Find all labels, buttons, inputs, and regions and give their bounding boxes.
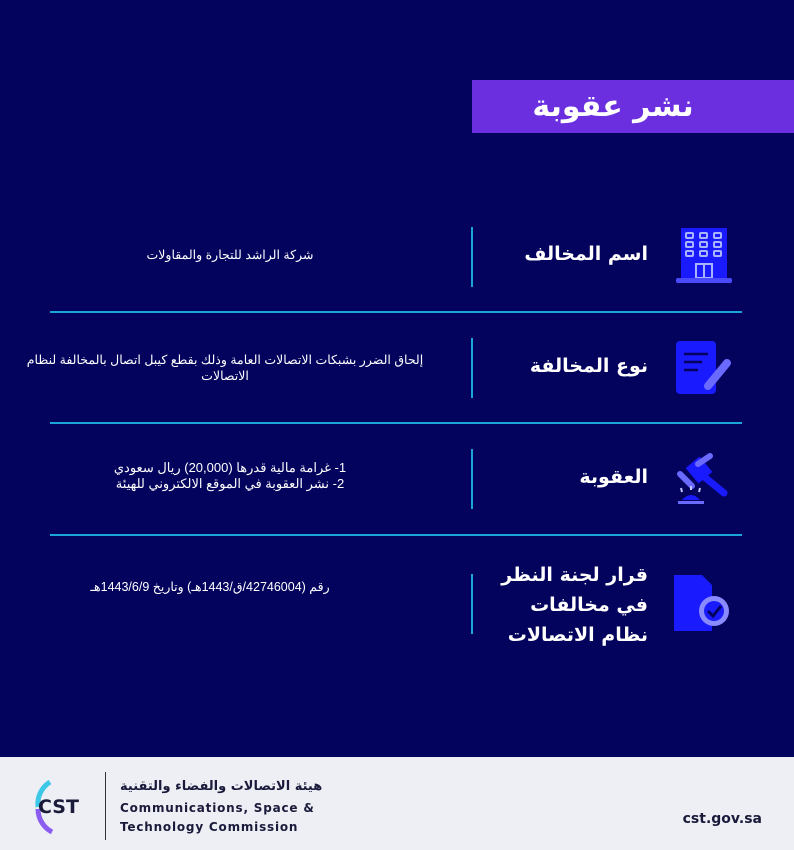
- value-committee-decision: رقم (42746004/ق/1443هـ) وتاريخ 1443/6/9ه…: [90, 580, 330, 594]
- value-penalty: 1- غرامة مالية قدرها (20,000) ريال سعودي…: [20, 460, 440, 492]
- org-name-line: Communications, Space &: [120, 801, 315, 815]
- website-link[interactable]: cst.gov.sa: [682, 811, 762, 827]
- page-title: نشر عقوبة: [532, 89, 694, 124]
- org-name-line: Technology Commission: [120, 820, 299, 834]
- row-divider: [50, 311, 742, 313]
- page-title-bar: نشر عقوبة: [472, 80, 794, 133]
- value-violator-name: شركة الراشد للتجارة والمقاولات: [146, 248, 314, 262]
- org-name-english: Communications, Space & Technology Commis…: [120, 799, 315, 837]
- building-icon: [676, 228, 732, 283]
- penalty-line-1: 1- غرامة مالية قدرها (20,000) ريال سعودي: [113, 460, 347, 475]
- certified-document-icon: [674, 575, 729, 631]
- label-line: قرار لجنة النظر: [501, 564, 648, 586]
- row-divider-vertical: [471, 449, 473, 509]
- row-divider: [50, 422, 742, 424]
- label-line: في مخالفات: [530, 594, 648, 616]
- logo-text: CST: [38, 796, 79, 818]
- value-violation-type: إلحاق الضرر بشبكات الاتصالات العامة وذلك…: [26, 353, 424, 383]
- row-divider: [50, 534, 742, 536]
- penalty-line-2: 2- نشر العقوبة في الموقع الالكتروني للهي…: [115, 476, 345, 491]
- row-divider-vertical: [471, 227, 473, 287]
- label-line: نظام الاتصالات: [507, 624, 648, 646]
- cst-logo: CST: [35, 779, 79, 835]
- label-penalty: العقوبة: [579, 466, 648, 488]
- label-violator-name: اسم المخالف: [524, 243, 648, 265]
- row-divider-vertical: [471, 338, 473, 398]
- document-edit-icon: [676, 341, 731, 394]
- footer: CST هيئة الاتصالات والفضاء والتقنية Comm…: [0, 757, 794, 850]
- label-violation-type: نوع المخالفة: [529, 355, 648, 377]
- label-committee-decision: قرار لجنة النظر في مخالفات نظام الاتصالا…: [501, 560, 648, 650]
- gavel-icon: [677, 453, 728, 504]
- footer-separator: [105, 772, 106, 840]
- row-divider-vertical: [471, 574, 473, 634]
- org-name-arabic: هيئة الاتصالات والفضاء والتقنية: [120, 779, 323, 794]
